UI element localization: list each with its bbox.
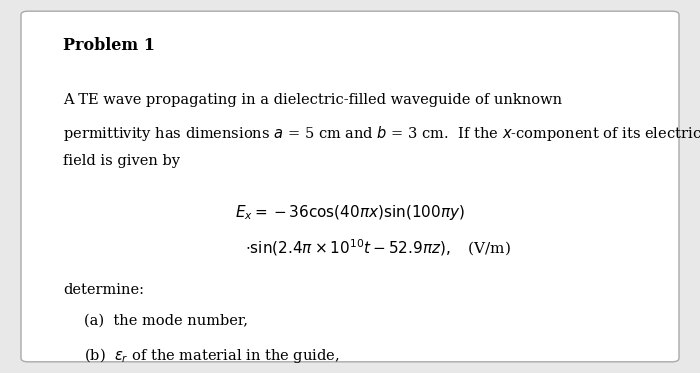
Text: permittivity has dimensions $a$ = 5 cm and $b$ = 3 cm.  If the $x$-component of : permittivity has dimensions $a$ = 5 cm a… bbox=[63, 124, 700, 143]
Text: (a)  the mode number,: (a) the mode number, bbox=[84, 313, 248, 327]
Text: $E_x = -36\cos(40\pi x)\sin(100\pi y)$: $E_x = -36\cos(40\pi x)\sin(100\pi y)$ bbox=[235, 203, 465, 222]
Text: (b)  $\varepsilon_r$ of the material in the guide,: (b) $\varepsilon_r$ of the material in t… bbox=[84, 345, 340, 364]
Text: field is given by: field is given by bbox=[63, 154, 180, 169]
Text: $\cdot\sin(2.4\pi \times 10^{10}t - 52.9\pi z),\quad$(V/m): $\cdot\sin(2.4\pi \times 10^{10}t - 52.9… bbox=[245, 237, 511, 258]
Text: A TE wave propagating in a dielectric-filled waveguide of unknown: A TE wave propagating in a dielectric-fi… bbox=[63, 93, 562, 107]
Text: determine:: determine: bbox=[63, 283, 144, 297]
Text: Problem 1: Problem 1 bbox=[63, 37, 155, 54]
